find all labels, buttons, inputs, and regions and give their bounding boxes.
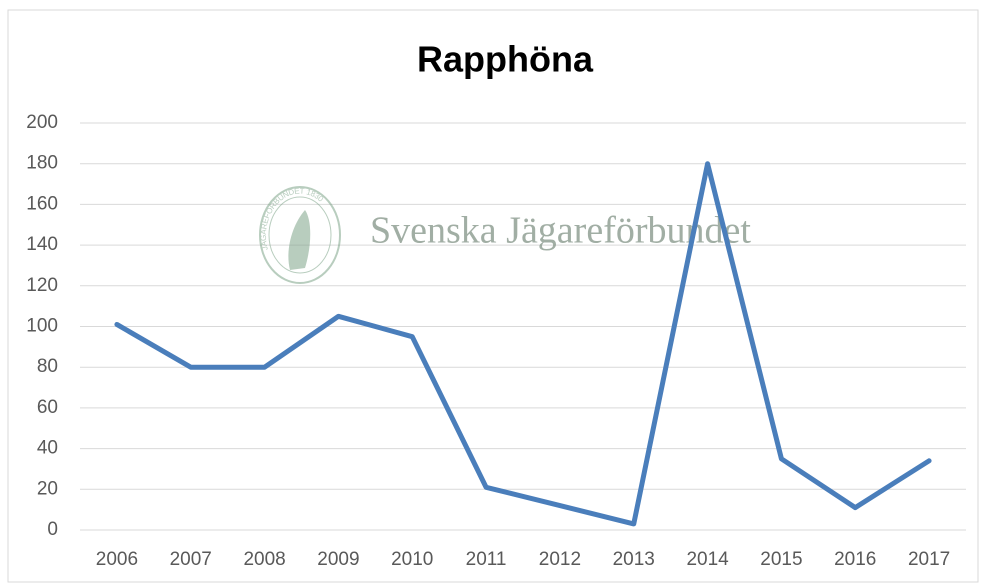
watermark: Svenska Jägareförbundet [370, 210, 751, 252]
x-tick-label: 2015 [760, 549, 802, 570]
x-tick-label: 2006 [96, 549, 138, 570]
x-tick-label: 2007 [170, 549, 212, 570]
grid [80, 122, 966, 531]
x-tick-label: 2011 [466, 549, 507, 570]
chart-border [7, 9, 979, 583]
x-tick-label: 2016 [834, 549, 876, 570]
y-tick-label: 120 [26, 275, 58, 296]
x-tick-label: 2008 [243, 549, 285, 570]
y-tick-label: 100 [26, 316, 58, 337]
y-tick-label: 160 [26, 193, 58, 214]
x-tick-label: 2014 [686, 549, 729, 570]
y-tick-label: 180 [26, 153, 58, 174]
y-tick-label: 200 [26, 112, 58, 133]
y-tick-label: 20 [37, 478, 58, 499]
y-tick-label: 60 [37, 397, 58, 418]
x-tick-label: 2010 [391, 549, 433, 570]
x-tick-label: 2009 [317, 549, 359, 570]
chart-title: Rapphöna [417, 39, 594, 80]
data-line [114, 161, 932, 527]
x-tick-label: 2012 [539, 549, 581, 570]
x-tick-label: 2017 [908, 549, 950, 570]
y-tick-label: 40 [37, 438, 58, 459]
x-tick-label: 2013 [613, 549, 655, 570]
y-tick-label: 140 [26, 234, 58, 255]
y-tick-label: 80 [37, 356, 58, 377]
y-tick-label: 0 [47, 519, 58, 540]
